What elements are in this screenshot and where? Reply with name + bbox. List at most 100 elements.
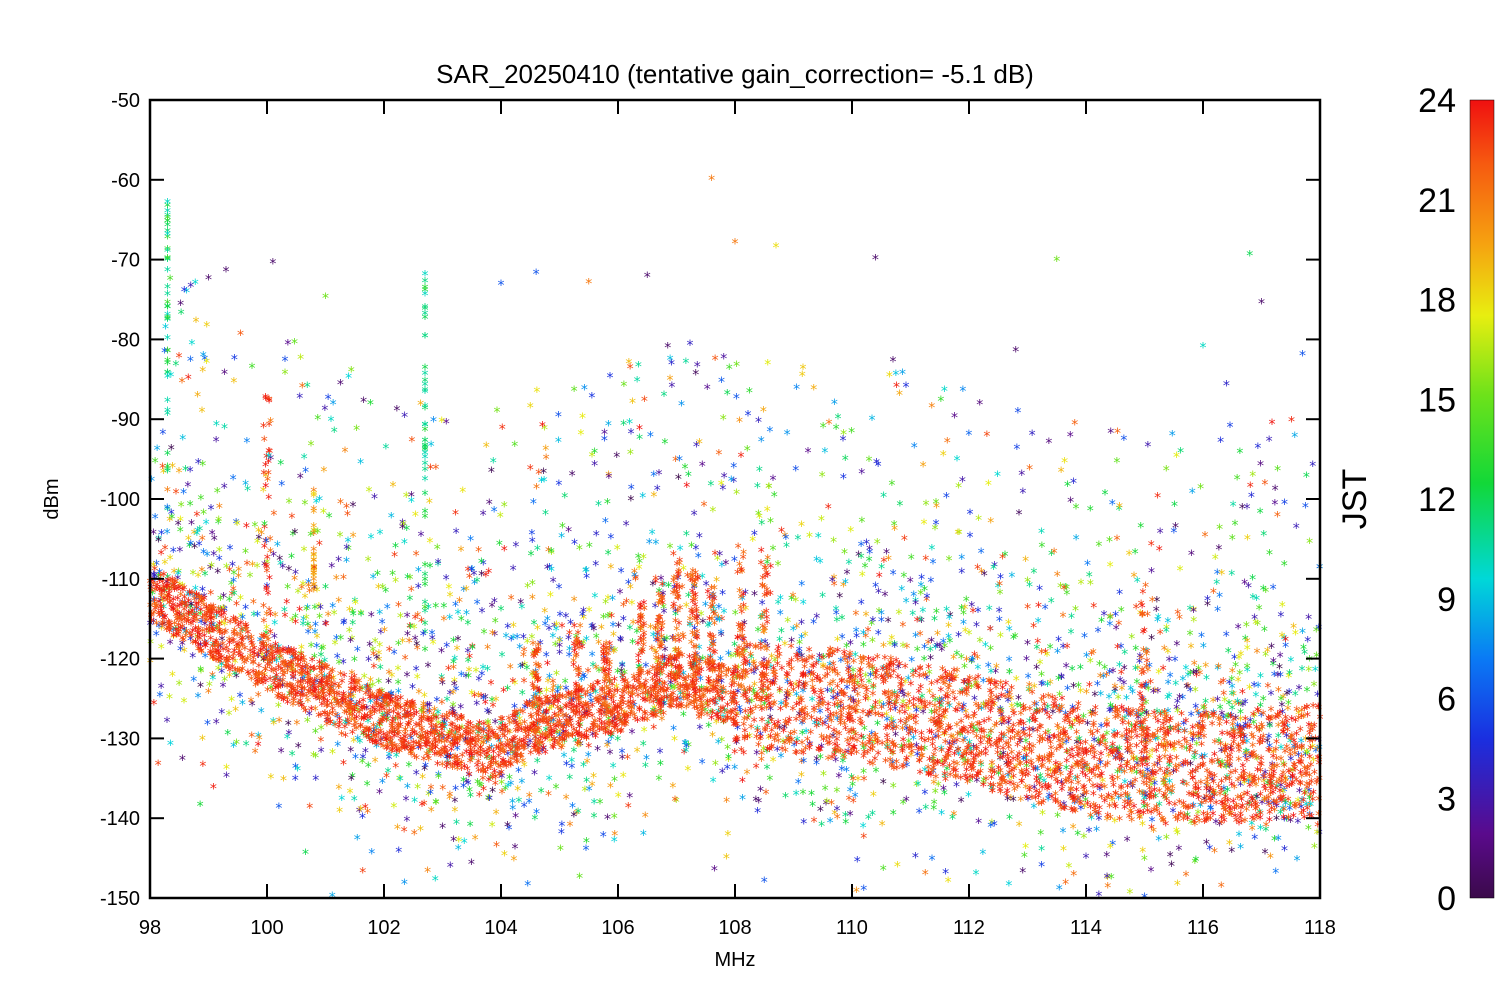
- data-point: *: [988, 783, 995, 799]
- data-point: *: [1174, 878, 1181, 894]
- data-point: *: [167, 637, 174, 653]
- data-point: *: [453, 817, 460, 833]
- data-point: *: [1106, 619, 1113, 635]
- data-point: *: [1265, 731, 1272, 747]
- data-point: *: [608, 732, 615, 748]
- data-point: *: [349, 606, 356, 622]
- data-point: *: [724, 742, 731, 758]
- data-point: *: [851, 676, 858, 692]
- data-point: *: [306, 801, 313, 817]
- data-point: *: [496, 735, 503, 751]
- data-point: *: [724, 828, 731, 844]
- data-point: *: [1128, 631, 1135, 647]
- data-point: *: [1023, 653, 1030, 669]
- data-point: *: [741, 618, 748, 634]
- data-point: *: [176, 579, 183, 595]
- data-point: *: [209, 653, 216, 669]
- data-point: *: [687, 614, 694, 630]
- data-point: *: [1243, 746, 1250, 762]
- data-point: *: [1082, 794, 1089, 810]
- data-point: *: [438, 736, 445, 752]
- data-point: *: [255, 739, 262, 755]
- data-point: *: [298, 684, 305, 700]
- data-point: *: [1195, 733, 1202, 749]
- data-point: *: [636, 661, 643, 677]
- data-point: *: [547, 716, 554, 732]
- data-point: *: [343, 501, 350, 517]
- data-point: *: [394, 663, 401, 679]
- data-point: *: [631, 700, 638, 716]
- data-point: *: [546, 773, 553, 789]
- data-point: *: [375, 582, 382, 598]
- data-point: *: [1140, 753, 1147, 769]
- data-point: *: [1080, 831, 1087, 847]
- data-point: *: [686, 618, 693, 634]
- data-point: *: [930, 717, 937, 733]
- data-point: *: [550, 715, 557, 731]
- data-point: *: [415, 686, 422, 702]
- data-point: *: [1259, 797, 1266, 813]
- data-point: *: [218, 707, 225, 723]
- data-point: *: [451, 804, 458, 820]
- data-point: *: [889, 757, 896, 773]
- data-point: *: [886, 721, 893, 737]
- data-point: *: [638, 636, 645, 652]
- data-point: *: [447, 860, 454, 876]
- data-point: *: [413, 767, 420, 783]
- data-point: *: [1062, 877, 1069, 893]
- data-point: *: [1187, 628, 1194, 644]
- data-point: *: [483, 731, 490, 747]
- data-point: *: [531, 767, 538, 783]
- data-point: *: [567, 694, 574, 710]
- data-point: *: [957, 729, 964, 745]
- data-point: *: [1266, 548, 1273, 564]
- data-point: *: [365, 760, 372, 776]
- data-point: *: [1063, 776, 1070, 792]
- data-point: *: [320, 642, 327, 658]
- data-point: *: [298, 687, 305, 703]
- data-point: *: [978, 759, 985, 775]
- data-point: *: [846, 652, 853, 668]
- data-point: *: [724, 762, 731, 778]
- data-point: *: [434, 558, 441, 574]
- data-point: *: [949, 812, 956, 828]
- data-point: *: [657, 707, 664, 723]
- data-point: *: [428, 627, 435, 643]
- data-point: *: [586, 783, 593, 799]
- data-point: *: [1315, 734, 1322, 750]
- data-point: *: [1295, 707, 1302, 723]
- data-point: *: [605, 737, 612, 753]
- data-point: *: [391, 727, 398, 743]
- data-point: *: [408, 746, 415, 762]
- data-point: *: [1162, 773, 1169, 789]
- data-point: *: [823, 796, 830, 812]
- data-point: *: [1256, 807, 1263, 823]
- data-point: *: [189, 651, 196, 667]
- data-point: *: [1224, 772, 1231, 788]
- data-point: *: [850, 670, 857, 686]
- data-point: *: [1097, 758, 1104, 774]
- data-point: *: [642, 760, 649, 776]
- data-point: *: [1163, 622, 1170, 638]
- data-point: *: [1220, 688, 1227, 704]
- data-point: *: [150, 616, 157, 632]
- data-point: *: [528, 549, 535, 565]
- data-point: *: [583, 571, 590, 587]
- data-point: *: [677, 543, 684, 559]
- data-point: *: [1282, 796, 1289, 812]
- data-point: *: [156, 566, 163, 582]
- data-point: *: [926, 667, 933, 683]
- data-point: *: [379, 776, 386, 792]
- data-point: *: [615, 620, 622, 636]
- data-point: *: [1304, 747, 1311, 763]
- data-point: *: [556, 609, 563, 625]
- data-point: *: [1152, 734, 1159, 750]
- data-point: *: [391, 647, 398, 663]
- data-point: *: [798, 718, 805, 734]
- data-point: *: [1249, 592, 1256, 608]
- data-point: *: [505, 780, 512, 796]
- data-point: *: [1040, 775, 1047, 791]
- data-point: *: [671, 733, 678, 749]
- data-point: *: [1184, 810, 1191, 826]
- data-point: *: [602, 693, 609, 709]
